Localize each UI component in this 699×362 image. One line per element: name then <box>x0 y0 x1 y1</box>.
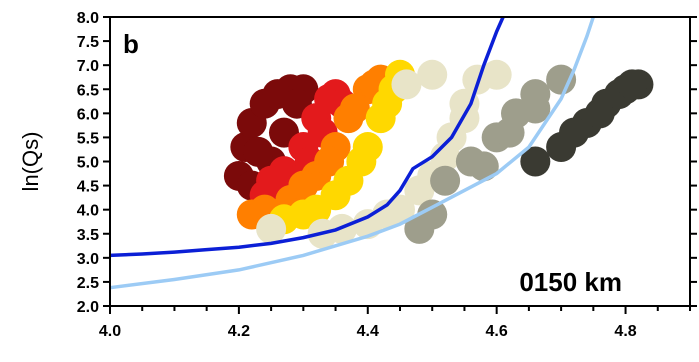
scatter-point-2-7 <box>288 170 319 201</box>
scatter-point-4-0 <box>256 213 287 244</box>
scatter-point-4-9 <box>404 175 435 206</box>
x-tick-label-2: 4.4 <box>357 323 379 340</box>
scatter-point-5-6 <box>468 151 499 182</box>
y-tick-label-5: 4.5 <box>77 179 99 196</box>
curve-0 <box>109 16 505 258</box>
scatter-point-4-12 <box>391 69 422 100</box>
y-tick-label-10: 7.0 <box>77 58 99 75</box>
x-tick-label-4: 4.8 <box>614 323 636 340</box>
panel-label: b <box>123 29 139 59</box>
scatter-point-5-10 <box>417 199 448 230</box>
scatter-point-6-9 <box>617 69 647 100</box>
x-tick-label-1: 4.2 <box>228 323 250 340</box>
scatter-point-6-6 <box>559 117 589 148</box>
scatter-layer <box>223 59 654 249</box>
curve-1 <box>109 16 595 290</box>
y-tick-label-7: 5.5 <box>77 130 99 147</box>
scatter-point-5-5 <box>546 64 577 95</box>
tick-layer: 2.0 2.5 3.0 3.5 4.0 4.5 5.0 5.5 6.0 6.5 7.0 7.5 8.0 4… <box>77 10 697 340</box>
scatter-point-2-8 <box>314 146 345 177</box>
scatter-point-4-13 <box>417 59 448 90</box>
y-tick-label-12: 8.0 <box>77 10 99 27</box>
scatter-point-1-11 <box>256 165 287 196</box>
scatter-point-2-9 <box>339 93 370 124</box>
x-tick-label-0: 4.0 <box>99 323 121 340</box>
line-layer <box>109 16 595 290</box>
scatter-point-5-0 <box>430 165 461 196</box>
y-tick-label-3: 3.5 <box>77 227 99 244</box>
scatter-point-4-14 <box>372 199 403 230</box>
scatter-point-4-8 <box>481 59 512 90</box>
x-tick-label-3: 4.6 <box>486 323 508 340</box>
scatter-point-3-8 <box>346 146 377 177</box>
scatter-point-0-10 <box>243 136 274 167</box>
y-tick-label-11: 7.5 <box>77 34 99 51</box>
y-tick-label-8: 6.0 <box>77 106 99 123</box>
scatter-point-6-0 <box>520 146 551 177</box>
distance-annotation: 0150 km <box>519 267 622 297</box>
y-tick-label-0: 2.0 <box>77 299 99 316</box>
scatter-point-6-7 <box>584 98 615 129</box>
scatter-point-5-8 <box>520 93 551 124</box>
scatter-point-3-10 <box>288 199 319 230</box>
y-tick-label-6: 5.0 <box>77 155 99 172</box>
y-axis-title: ln(Qs) <box>18 132 43 192</box>
scatter-point-3-7 <box>320 180 351 211</box>
scatter-point-3-9 <box>372 88 403 119</box>
scatter-point-5-7 <box>494 117 525 148</box>
y-tick-label-9: 6.5 <box>77 82 99 99</box>
y-tick-label-4: 4.0 <box>77 203 99 220</box>
y-tick-label-2: 3.0 <box>77 251 99 268</box>
y-tick-label-1: 2.5 <box>77 275 99 292</box>
